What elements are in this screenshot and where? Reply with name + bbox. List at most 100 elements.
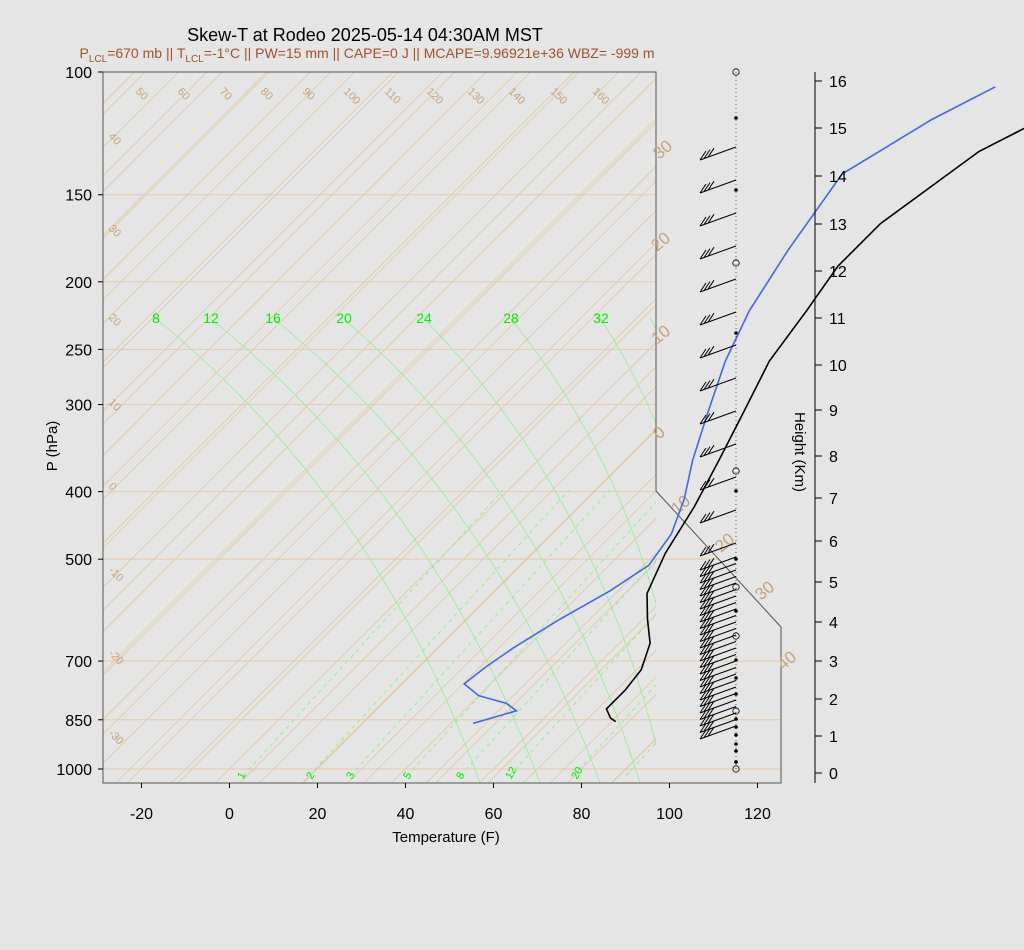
isotherm-line (346, 473, 656, 783)
wind-barbs (699, 68, 740, 773)
height-tick-label: 14 (829, 169, 847, 186)
wind-barb-flag (699, 651, 707, 662)
dry-adiabat-line (103, 72, 456, 425)
wind-barb-flag (703, 669, 711, 680)
isotherm-line (302, 429, 656, 783)
isotherm-line (103, 165, 656, 721)
wind-barb-flag (699, 560, 707, 571)
isotherm-label-right: 30 (649, 136, 676, 163)
temperature-tick-label: 120 (744, 806, 771, 823)
dry-adiabat-line (363, 490, 656, 783)
subtitle-rest: =-1°C || PW=15 mm || CAPE=0 J || MCAPE=9… (204, 45, 655, 61)
dry-adiabat-lines (103, 72, 656, 783)
wind-barb-shaft (699, 344, 737, 359)
height-tick-label: 0 (829, 766, 838, 783)
subtitle-lcl-p-val: =670 mb || T (107, 45, 186, 61)
wind-barb-flag (703, 715, 711, 725)
dry-adiabat-line (103, 72, 270, 239)
wind-barb-flag (707, 279, 715, 290)
wind-barb-flag (707, 147, 715, 158)
wind-barb-flag (699, 612, 707, 623)
isotherm-line (103, 72, 400, 369)
isotherm-label-left: 10 (106, 397, 123, 414)
temperature-tick-label: 80 (573, 806, 591, 823)
wind-barb-flag (703, 702, 711, 712)
isotherm-label-top: 150 (548, 86, 569, 107)
wind-barb-flag (703, 637, 711, 647)
wind-barb-flag (707, 603, 715, 613)
dry-adiabat-line (103, 118, 656, 673)
wind-barb (699, 344, 737, 359)
wind-barb-flag (707, 557, 715, 568)
wind-barb-flag (707, 616, 715, 626)
isotherm-line (103, 209, 656, 765)
pressure-tick-label: 200 (65, 275, 92, 292)
isotherm-label-right: 20 (647, 228, 674, 255)
mixing-ratio-label-top: 12 (203, 310, 219, 326)
level-dot (734, 331, 738, 335)
wind-barb (699, 509, 737, 524)
chart-title: Skew-T at Rodeo 2025-05-14 04:30AM MST (187, 25, 543, 45)
wind-barb-flag (703, 682, 711, 693)
isotherm-line (170, 297, 656, 783)
wind-barb-flag (699, 282, 707, 293)
level-dot (734, 742, 738, 746)
wind-barb-flag (703, 643, 711, 654)
wind-barb-flag (699, 348, 707, 359)
isotherm-label-right: 10 (647, 321, 674, 348)
isotherm-label-left: 40 (106, 131, 123, 148)
isotherm-label-top: 160 (590, 86, 611, 107)
level-dot (734, 749, 738, 753)
isotherm-line (103, 121, 656, 677)
wind-barb-flag (703, 565, 711, 576)
moist-adiabat-line (649, 317, 656, 330)
y-axis-label: P (hPa) (44, 421, 61, 472)
dewpoint-profile-line (462, 86, 996, 725)
height-tick-label: 12 (829, 264, 847, 281)
temperature-profile-line (605, 127, 1024, 723)
wind-barb-flag (707, 577, 715, 587)
temperature-tick-label: 40 (397, 806, 415, 823)
height-tick-label: 1 (829, 729, 838, 746)
wind-barb-flag (707, 726, 715, 737)
pressure-tick-label: 400 (65, 485, 92, 502)
wind-barb-flag (703, 215, 711, 225)
dry-adiabat-line (103, 72, 580, 549)
wind-barb-flag (707, 609, 715, 620)
isotherm-label-right: 40 (773, 647, 800, 674)
mixing-ratio-label-top: 32 (593, 310, 609, 326)
isotherm-line (1007, 40, 1024, 784)
wind-barb-flag (707, 720, 715, 730)
isotherm-label-top: 100 (341, 86, 362, 107)
wind-barb (699, 146, 737, 161)
wind-barb-flag (707, 687, 715, 698)
height-tick-label: 6 (829, 534, 838, 551)
wind-barb-flag (703, 572, 711, 582)
wind-barb-flag (699, 381, 707, 392)
wind-barb-shaft (699, 146, 737, 161)
wind-barb (699, 245, 737, 260)
wind-barb-flag (699, 664, 707, 675)
wind-barb-flag (707, 510, 715, 521)
temperature-tick-label: 0 (225, 806, 234, 823)
temperature-tick-label: -20 (130, 806, 153, 823)
wind-barb (699, 311, 737, 326)
wind-barb-flag (703, 695, 711, 706)
wind-barb-flag (699, 580, 707, 590)
wind-barb-flag (699, 645, 707, 655)
isotherm-line (103, 77, 656, 633)
height-tick-label: 2 (829, 692, 838, 709)
wind-barb-shaft (699, 476, 737, 491)
wind-barb-flag (703, 182, 711, 192)
mixing-ratio-label-bottom: 1 (235, 770, 248, 781)
isotherm-line (214, 341, 656, 783)
isotherm-label-top: 120 (424, 86, 445, 107)
wind-barb-flag (699, 638, 707, 649)
isotherm-line (699, 40, 1024, 784)
wind-barb-shaft (699, 212, 737, 227)
moist-adiabat-line (154, 317, 481, 783)
wind-barb-flag (703, 708, 711, 719)
calm-wind-circle (732, 467, 740, 475)
wind-barb (699, 608, 737, 623)
